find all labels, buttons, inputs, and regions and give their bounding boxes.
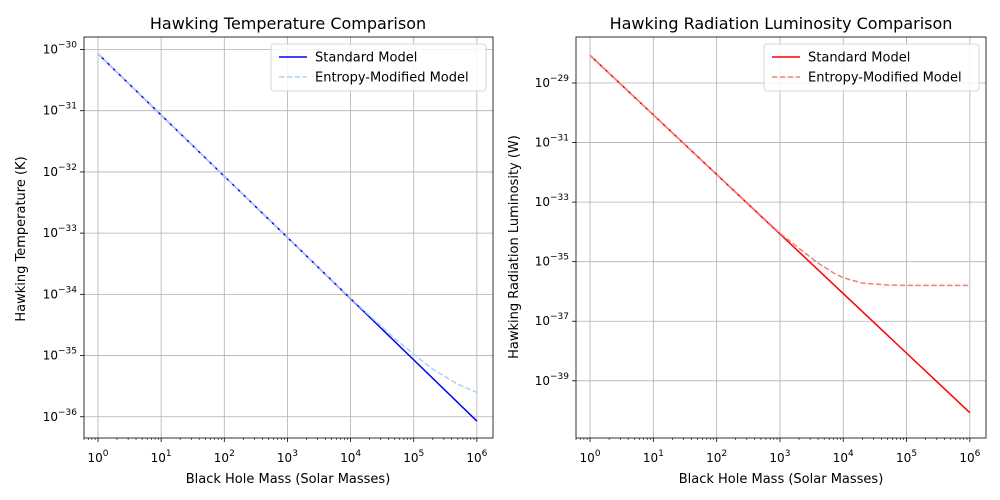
temperature-y-tick-label: 10−31 (43, 102, 77, 118)
temperature-y-tick-label: 10−36 (43, 408, 78, 424)
temperature-y-tick-label: 10−33 (43, 224, 77, 240)
temperature-chart-plot-area: 100 101 102 103 104 105 106 10−36 10−35 10−34 10−3… (43, 36, 494, 465)
luminosity-chart-xlabel: Black Hole Mass (Solar Masses) (679, 472, 884, 487)
temperature-legend-box (270, 43, 487, 92)
temperature-series-entropy-modified-line (97, 53, 478, 394)
temperature-y-tick-label: 10−32 (43, 163, 77, 179)
temperature-x-tick-label: 101 (151, 449, 172, 465)
luminosity-x-tick-label: 101 (643, 449, 664, 465)
temperature-x-tick-label: 102 (214, 449, 235, 465)
luminosity-y-tick-label: 10−29 (535, 74, 570, 90)
temperature-y-tick-label: 10−34 (43, 285, 78, 301)
temperature-chart-legend: Standard Model Entropy-Modified Model (270, 43, 487, 92)
temperature-chart-title: Hawking Temperature Comparison (150, 14, 426, 33)
luminosity-x-tick-label: 100 (580, 449, 601, 465)
luminosity-x-tick-label: 105 (896, 449, 917, 465)
luminosity-axes-frame (575, 36, 987, 439)
temperature-axes-frame (83, 36, 494, 439)
luminosity-chart-title: Hawking Radiation Luminosity Comparison (610, 14, 953, 33)
luminosity-y-tick-label: 10−35 (535, 253, 569, 269)
luminosity-legend-label: Entropy-Modified Model (808, 71, 962, 86)
temperature-y-tick-label: 10−35 (43, 347, 77, 363)
luminosity-x-tick-label: 102 (706, 449, 727, 465)
temperature-x-tick-label: 105 (403, 449, 424, 465)
luminosity-y-tick-label: 10−31 (535, 134, 569, 150)
luminosity-y-tick-label: 10−39 (535, 372, 570, 388)
luminosity-chart-legend: Standard Model Entropy-Modified Model (763, 43, 980, 92)
luminosity-series-entropy-modified-line (589, 54, 970, 287)
luminosity-chart: Hawking Radiation Luminosity Comparison … (507, 14, 987, 487)
luminosity-y-tick-label: 10−33 (535, 193, 569, 209)
temperature-chart-ylabel: Hawking Temperature (K) (14, 156, 29, 321)
luminosity-x-tick-label: 104 (833, 449, 854, 465)
luminosity-y-tick-label: 10−37 (535, 312, 569, 328)
temperature-chart-xlabel: Black Hole Mass (Solar Masses) (186, 472, 391, 487)
temperature-legend-label: Entropy-Modified Model (315, 71, 469, 86)
luminosity-chart-ylabel: Hawking Radiation Luminosity (W) (507, 135, 522, 359)
temperature-x-tick-label: 100 (88, 449, 109, 465)
luminosity-legend-box (763, 43, 980, 92)
luminosity-x-tick-label: 106 (959, 449, 980, 465)
temperature-y-tick-label: 10−30 (43, 40, 78, 56)
luminosity-chart-plot-area: 100 101 102 103 104 105 106 10−39 10−37 10−35 10−3… (535, 36, 987, 465)
temperature-x-tick-label: 106 (466, 449, 487, 465)
temperature-x-tick-label: 104 (340, 449, 361, 465)
temperature-x-tick-label: 103 (277, 449, 298, 465)
luminosity-x-tick-label: 103 (769, 449, 790, 465)
temperature-legend-label: Standard Model (315, 51, 417, 66)
temperature-chart: Hawking Temperature Comparison Black Hol… (14, 14, 494, 487)
luminosity-legend-label: Standard Model (808, 51, 910, 66)
